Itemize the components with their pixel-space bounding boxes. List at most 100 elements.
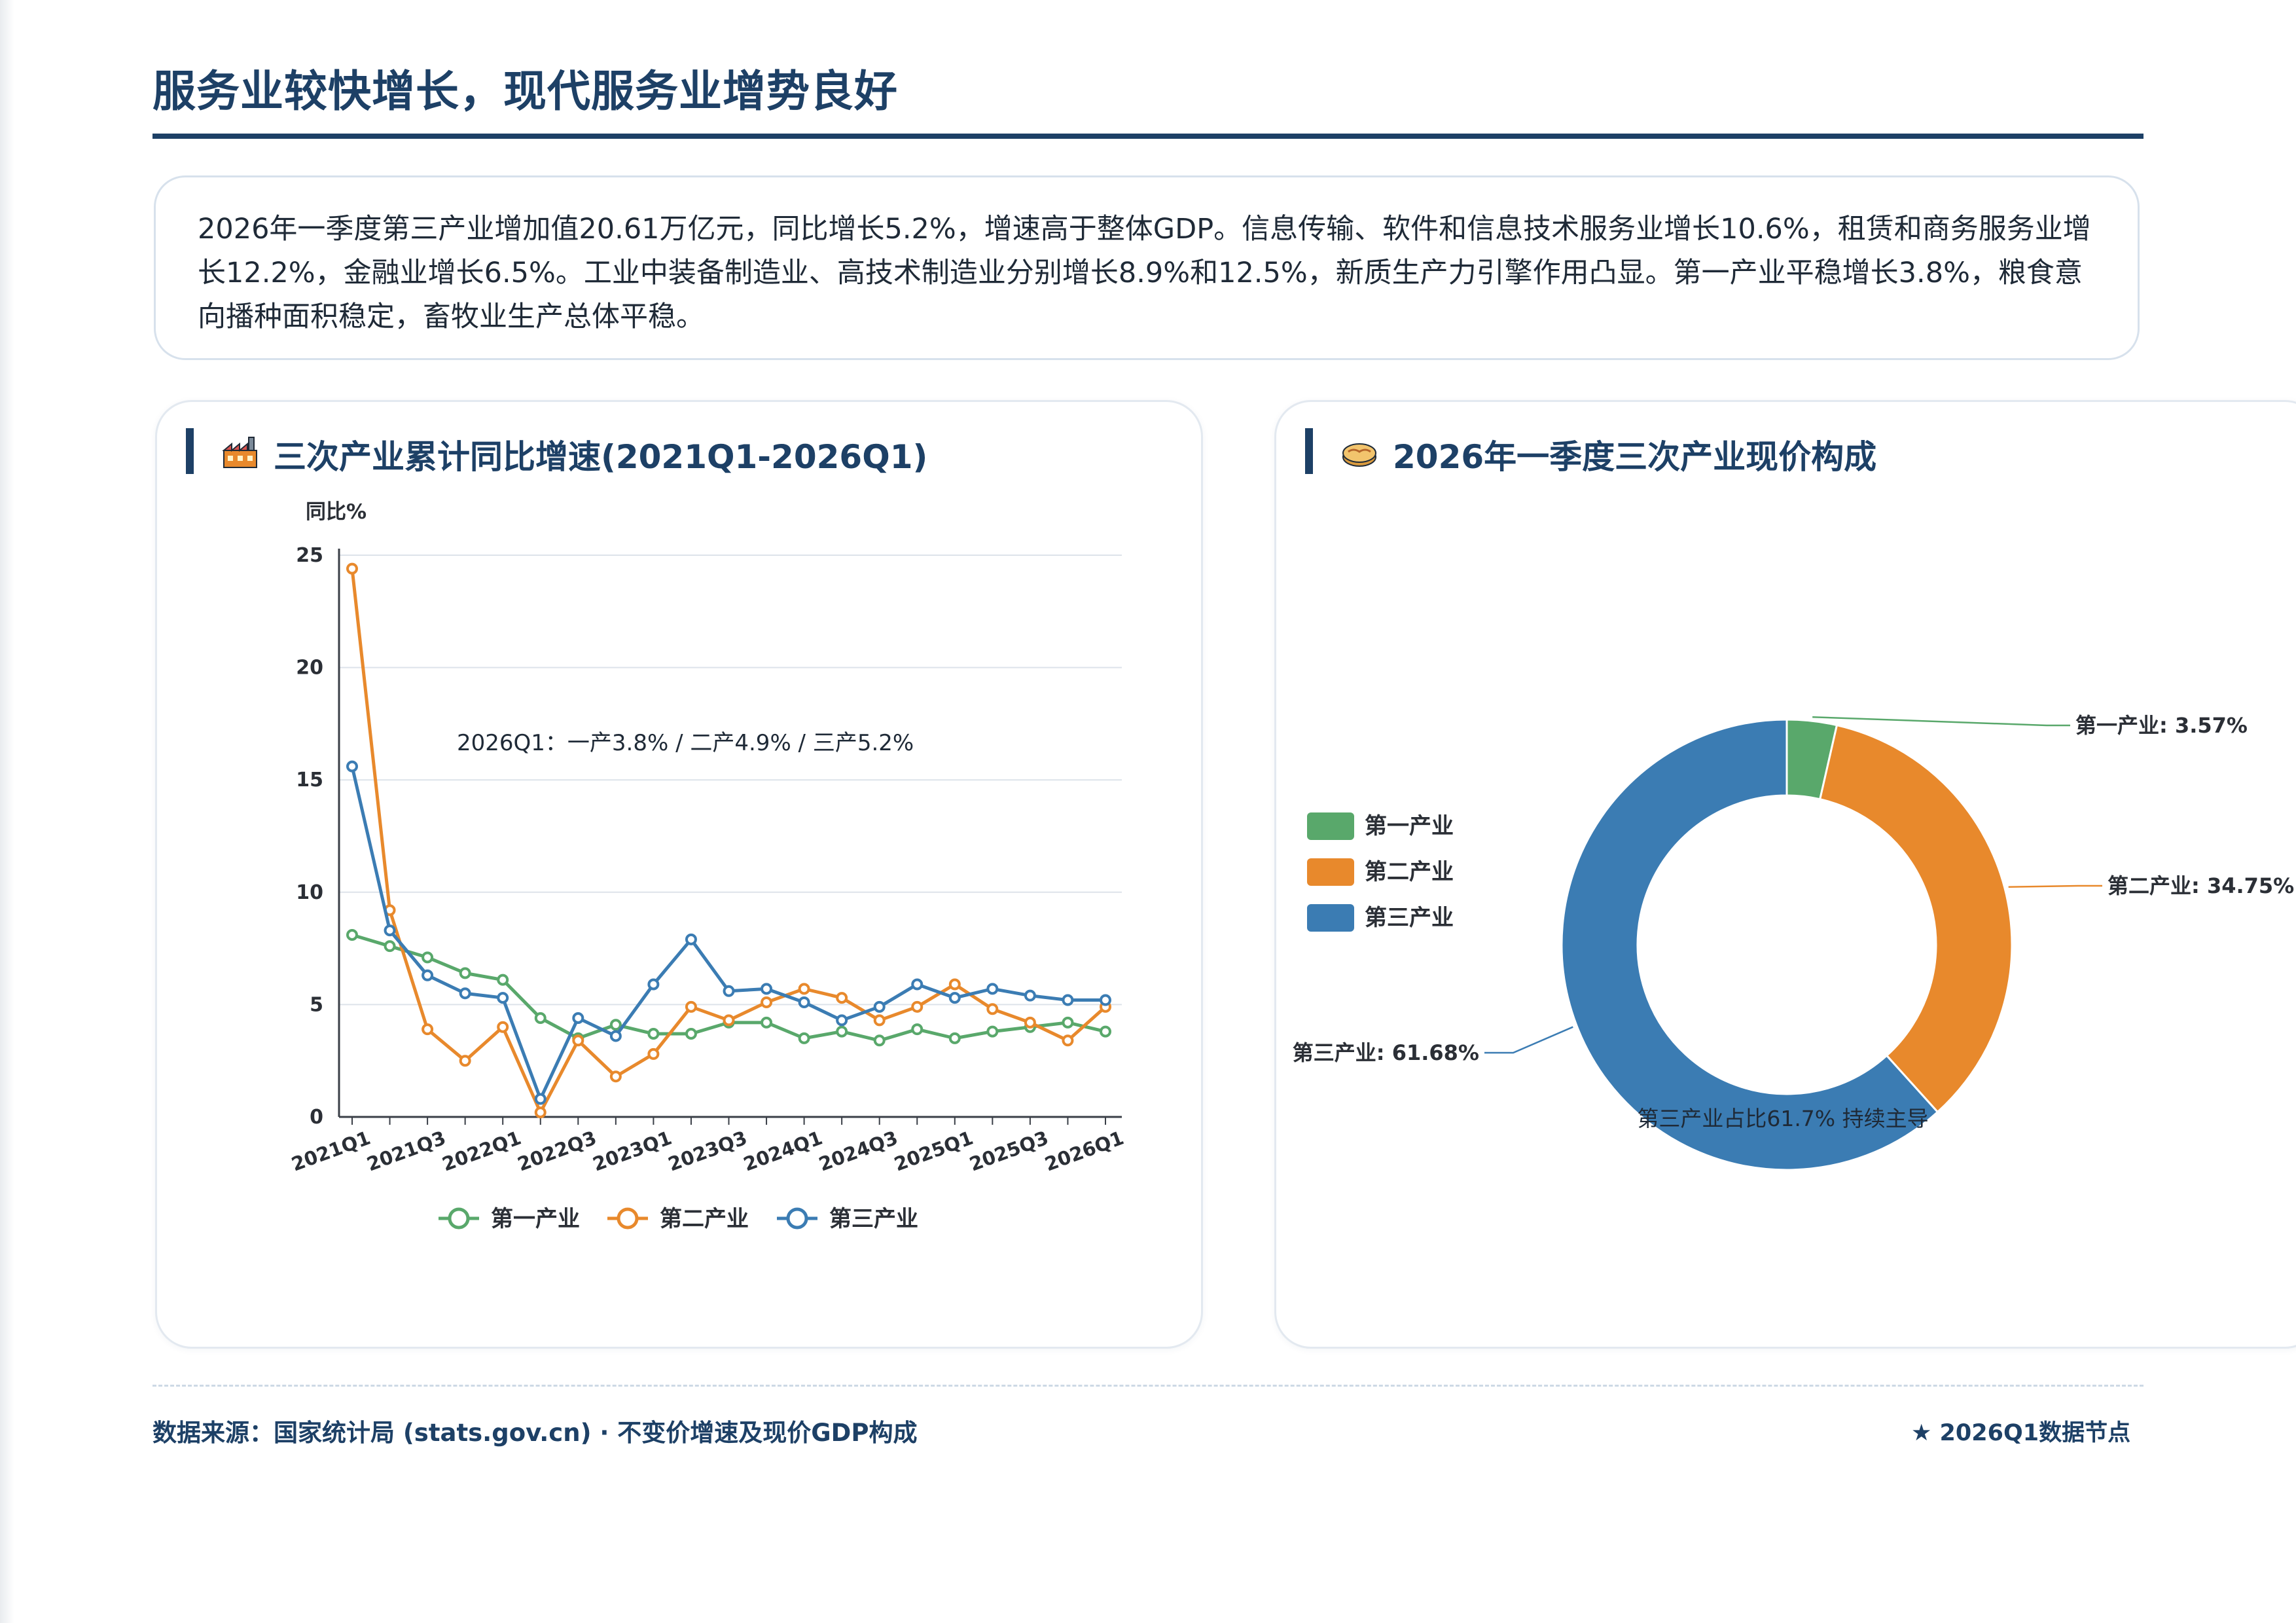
data-point [836,1014,848,1027]
donut-chart-heading: 2026年一季度三次产业现价构成 [1305,428,1876,476]
data-point [761,996,773,1008]
y-tick-label: 20 [296,657,323,680]
data-point [873,1014,886,1027]
data-point [384,940,396,953]
x-tick-label: 2025Q1 [891,1127,977,1176]
legend-marker [448,1207,470,1230]
line-chart-panel: 三次产业累计同比增速(2021Q1-2026Q1) 0 5 10 15 20 25 同比% 2… [155,400,1203,1349]
data-point [459,967,471,979]
legend-marker [786,1207,808,1230]
donut-slice [1560,718,1939,1171]
data-point [459,987,471,1000]
data-point [422,1023,434,1036]
y-tick-label: 10 [296,881,323,904]
slice-label: 第一产业: 3.57% [2075,713,2248,738]
data-point [986,1025,999,1038]
y-tick-label: 5 [310,993,323,1016]
factory-icon [222,437,257,468]
y-tick-label: 15 [296,769,323,792]
data-point [761,983,773,995]
data-point [609,1070,622,1083]
line-chart-heading: 三次产业累计同比增速(2021Q1-2026Q1) [186,428,927,476]
legend-label: 第二产业 [1365,859,1454,885]
data-point [723,1014,735,1027]
x-tick-label: 2021Q3 [364,1127,449,1176]
data-point [1024,1016,1036,1029]
line-chart-title: 三次产业累计同比增速(2021Q1-2026Q1) [274,438,928,476]
legend-swatch [1307,858,1354,886]
data-point [798,996,810,1008]
data-point [422,969,434,981]
footer-source: 数据来源：国家统计局 (stats.gov.cn) · 不变价增速及现价GDP构… [152,1419,918,1447]
data-point [761,1016,773,1029]
page-title: 服务业较快增长，现代服务业增势良好 [152,66,898,117]
data-point [1100,994,1111,1006]
x-tick-label: 2026Q1 [1042,1127,1127,1176]
data-point [1024,989,1036,1002]
data-point [534,1093,547,1105]
x-tick-label: 2025Q3 [967,1127,1052,1176]
legend-label: 第三产业 [1365,905,1454,931]
legend-swatch [1307,904,1354,932]
x-tick-label: 2022Q3 [514,1127,600,1176]
legend-marker [617,1207,639,1230]
legend-label: 第一产业 [1365,813,1454,839]
data-point [685,1028,697,1040]
data-point [534,1012,547,1024]
legend-label: 第三产业 [829,1206,918,1232]
data-point [1062,1034,1074,1047]
data-point [346,929,358,941]
data-point [609,1030,622,1042]
donut-chart: 第一产业: 3.57% 第二产业: 34.75% 第三产业: 61.68% 第一产业第… [1293,713,2294,1171]
data-point [873,1000,886,1013]
footer-note: ★ 2026Q1数据节点 [1911,1420,2131,1446]
data-point [836,992,848,1004]
x-tick-label: 2021Q1 [289,1127,374,1176]
data-point [948,992,961,1004]
x-tick-label: 2022Q1 [439,1127,524,1176]
slice-label: 第二产业: 34.75% [2108,873,2294,898]
data-point [911,1000,924,1013]
data-point [422,951,434,964]
data-point [497,992,509,1004]
data-point [609,1019,622,1031]
data-point [459,1055,471,1067]
data-point [798,1032,810,1044]
y-tick-label: 25 [296,544,323,567]
slice-leader-line [1484,1026,1573,1054]
data-point [1062,1016,1074,1029]
data-point [873,1034,886,1047]
chart-annotation: 第三产业占比61.7% 持续主导 [1637,1106,1928,1131]
data-point [647,1048,660,1060]
data-point [1100,1025,1111,1038]
data-point [948,978,961,991]
data-point [647,1028,660,1040]
data-point [798,983,810,995]
data-point [685,1000,697,1013]
title-rule [152,134,2144,139]
legend-swatch [1307,812,1354,840]
data-point [723,985,735,997]
data-point [647,978,660,991]
data-point [986,983,999,995]
data-point [497,974,509,986]
footer-rule [152,1385,2144,1387]
slice-leader-line [1812,716,2070,727]
data-point [572,1012,584,1024]
data-point [986,1003,999,1015]
y-tick-label: 0 [310,1106,323,1129]
legend-label: 第二产业 [660,1206,749,1232]
donut-slice [1818,723,2013,1114]
data-point [346,562,358,575]
y-axis-label: 同比% [306,500,367,524]
x-tick-label: 2024Q3 [816,1127,901,1176]
summary-text: 2026年一季度第三产业增加值20.61万亿元，同比增长5.2%，增速高于整体G… [198,213,2091,333]
pie-icon [1342,443,1376,467]
donut-chart-title: 2026年一季度三次产业现价构成 [1393,438,1877,476]
data-point [572,1034,584,1047]
data-point [685,933,697,945]
page-edge-shadow [0,0,14,1623]
slice-label: 第三产业: 61.68% [1293,1040,1479,1065]
x-tick-label: 2023Q3 [665,1127,750,1176]
